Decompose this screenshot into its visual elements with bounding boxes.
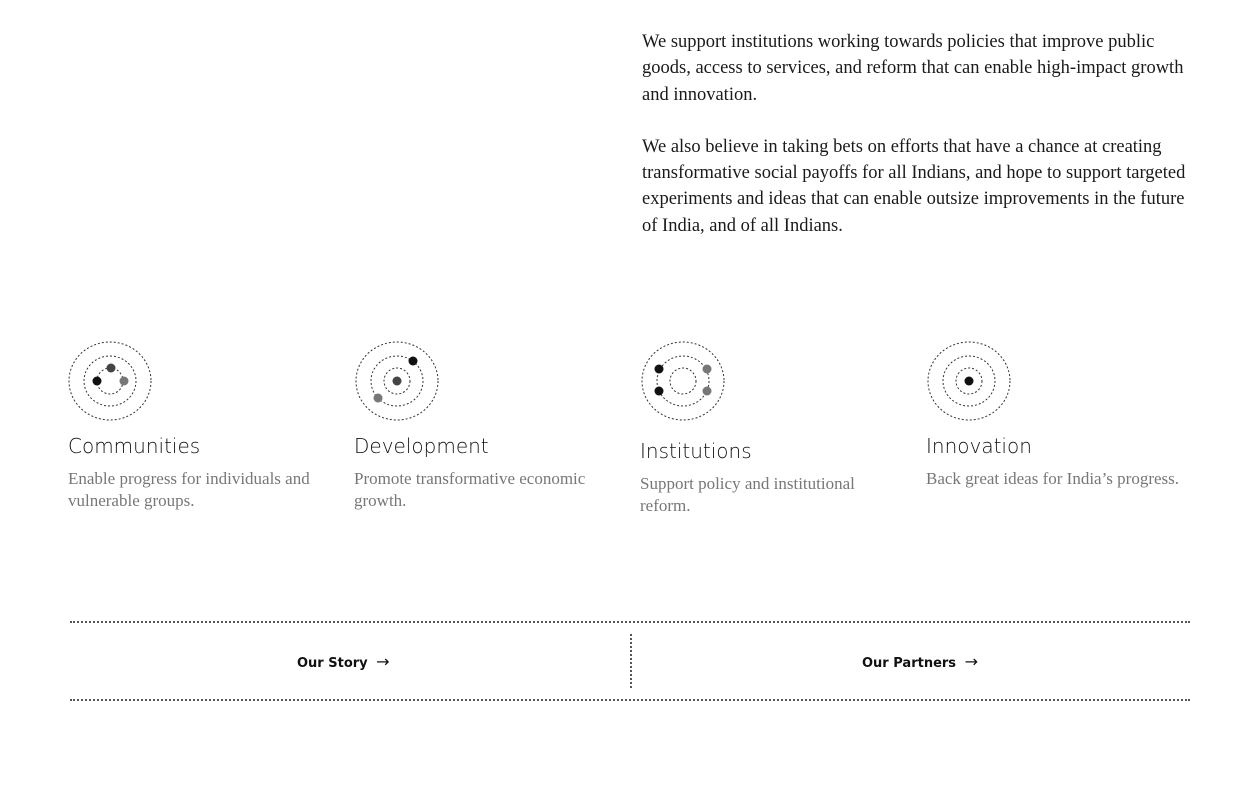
pillar-development: Development Promote transformative econo…: [354, 340, 614, 512]
intro-paragraph: We support institutions working towards …: [642, 32, 1184, 105]
pillar-description: Support policy and institutional reform.: [640, 474, 855, 515]
orbit-institutions-icon: [641, 341, 725, 421]
intro-paragraph: We also believe in taking bets on effort…: [642, 136, 1186, 236]
our-story-label: Our Story: [297, 656, 368, 671]
intro-text: We support institutions working towards …: [642, 29, 1202, 265]
pillar-title: Institutions: [640, 439, 752, 463]
pillar-title: Development: [354, 434, 489, 458]
pillar-title: Communities: [68, 434, 201, 458]
our-story-link[interactable]: Our Story →: [297, 652, 390, 671]
divider-vertical: [630, 634, 632, 688]
arrow-right-icon: →: [376, 652, 390, 671]
arrow-right-icon: →: [964, 652, 978, 671]
pillar-description: Enable progress for individuals and vuln…: [68, 469, 310, 510]
pillar-institutions: Institutions Support policy and institut…: [640, 340, 900, 517]
orbit-communities-icon: [68, 341, 152, 421]
pillar-communities: Communities Enable progress for individu…: [68, 340, 328, 512]
pillar-innovation: Innovation Back great ideas for India’s …: [926, 340, 1186, 490]
divider-bottom: [70, 699, 1190, 701]
pillar-title: Innovation: [926, 434, 1032, 458]
our-partners-label: Our Partners: [862, 656, 957, 671]
our-partners-link[interactable]: Our Partners →: [862, 652, 978, 671]
divider-top: [70, 621, 1190, 623]
pillar-description: Back great ideas for India’s progress.: [926, 469, 1180, 488]
pillar-description: Promote transformative economic growth.: [354, 469, 586, 510]
orbit-innovation-icon: [927, 341, 1011, 421]
orbit-development-icon: [355, 341, 439, 421]
